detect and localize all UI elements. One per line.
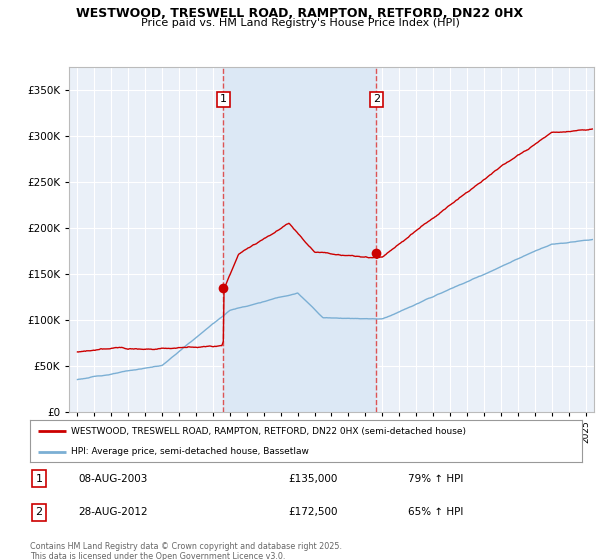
Text: 1: 1 [35, 474, 43, 484]
Text: £135,000: £135,000 [288, 474, 337, 484]
Text: 79% ↑ HPI: 79% ↑ HPI [408, 474, 463, 484]
Text: 2: 2 [373, 94, 380, 104]
Text: 28-AUG-2012: 28-AUG-2012 [78, 507, 148, 517]
Text: 65% ↑ HPI: 65% ↑ HPI [408, 507, 463, 517]
Text: £172,500: £172,500 [288, 507, 337, 517]
Text: WESTWOOD, TRESWELL ROAD, RAMPTON, RETFORD, DN22 0HX: WESTWOOD, TRESWELL ROAD, RAMPTON, RETFOR… [76, 7, 524, 20]
Text: Contains HM Land Registry data © Crown copyright and database right 2025.
This d: Contains HM Land Registry data © Crown c… [30, 542, 342, 560]
Text: Price paid vs. HM Land Registry's House Price Index (HPI): Price paid vs. HM Land Registry's House … [140, 18, 460, 29]
Text: 08-AUG-2003: 08-AUG-2003 [78, 474, 148, 484]
Bar [223, 67, 376, 412]
Text: 1: 1 [220, 94, 227, 104]
Text: HPI: Average price, semi-detached house, Bassetlaw: HPI: Average price, semi-detached house,… [71, 447, 309, 456]
Text: 2: 2 [35, 507, 43, 517]
Text: WESTWOOD, TRESWELL ROAD, RAMPTON, RETFORD, DN22 0HX (semi-detached house): WESTWOOD, TRESWELL ROAD, RAMPTON, RETFOR… [71, 427, 466, 436]
